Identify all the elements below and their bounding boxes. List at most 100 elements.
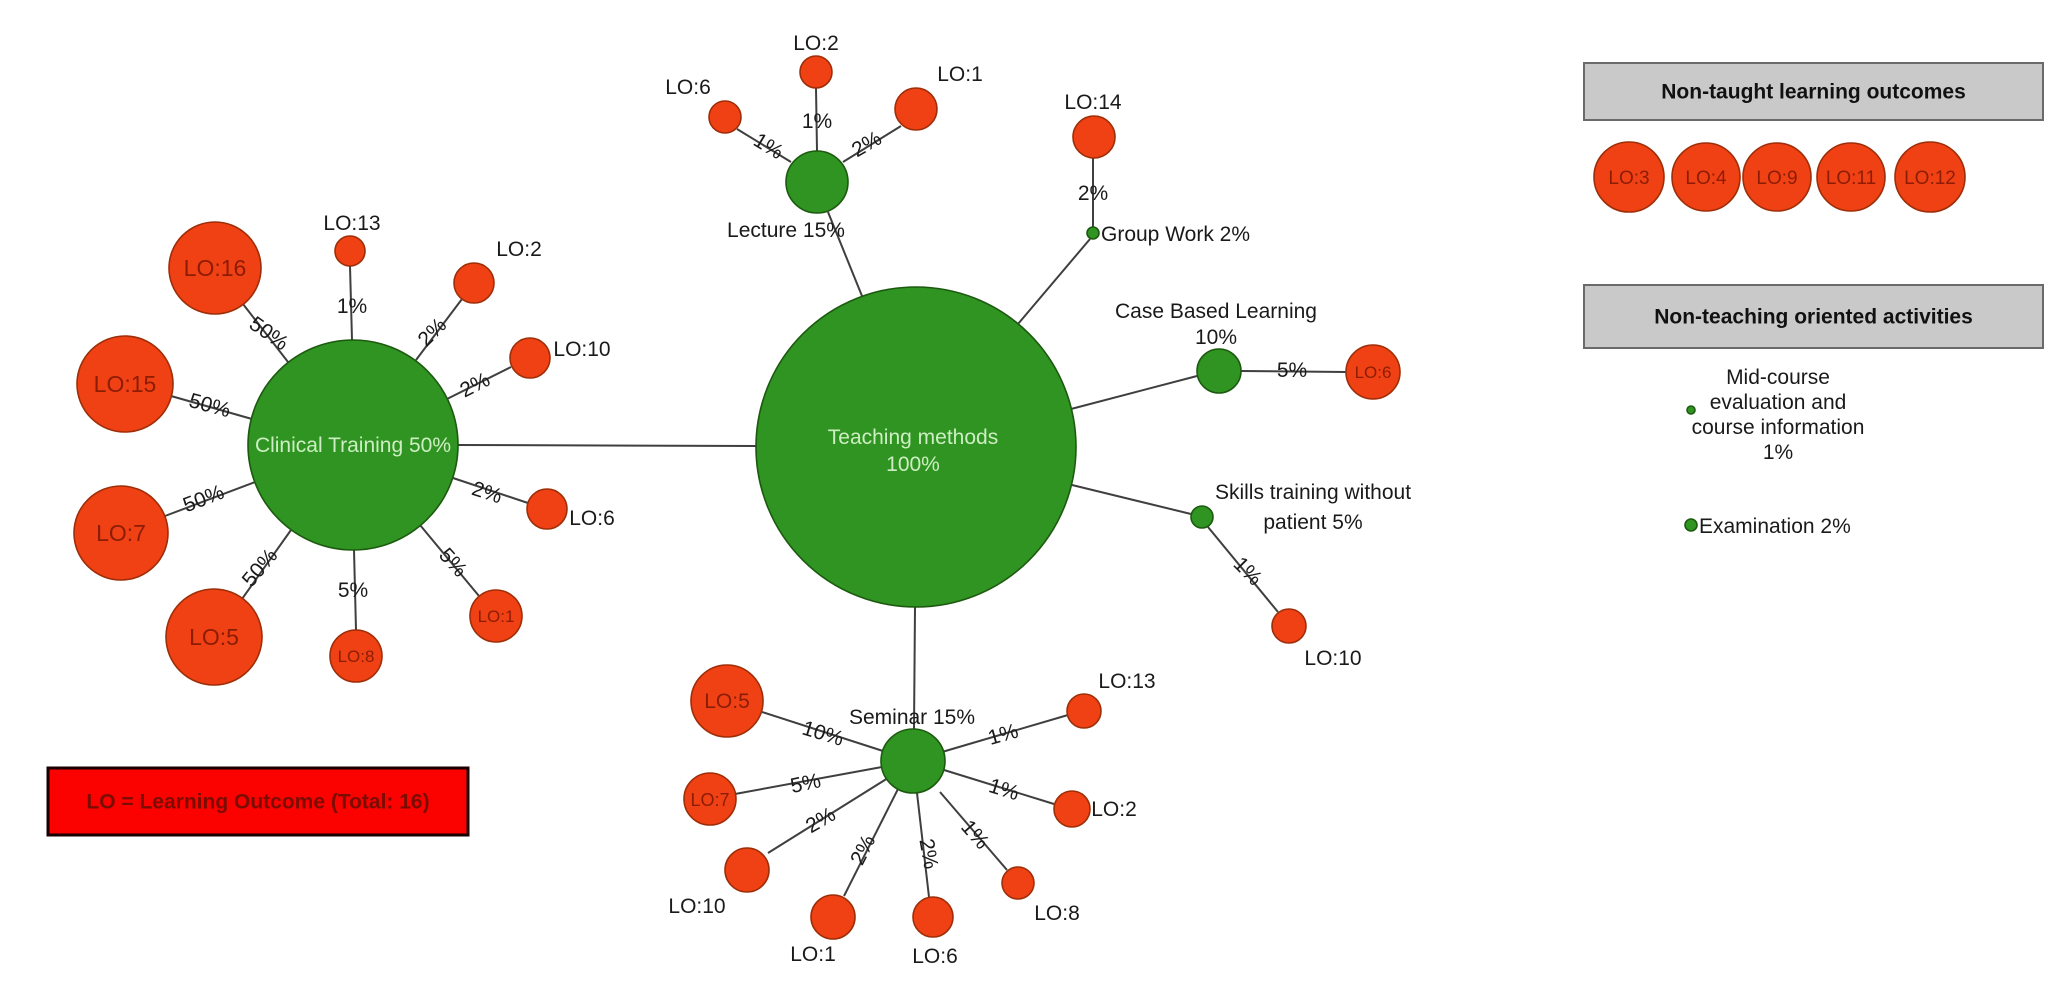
lecture-lo6-edge-label: 1% (749, 129, 787, 164)
seminar-lo10-edge (767, 777, 889, 854)
lecture-lo1-edge (842, 125, 902, 163)
clinical-lo13-label: LO:13 (323, 212, 380, 235)
non-taught-lo12-node (1894, 141, 1966, 213)
clinical-lo6-label: LO:6 (569, 507, 615, 530)
lecture-lo1-node (894, 87, 938, 131)
clinical-lo16-node (168, 221, 262, 315)
seminar-node (880, 728, 946, 794)
clinical-lo1-label: LO:1 (478, 607, 515, 626)
examination-node (1684, 518, 1698, 532)
seminar-lo5-node (690, 664, 764, 738)
lecture-lo2-edge-label: 1% (802, 110, 832, 133)
non-teaching-header-box (1583, 284, 2044, 349)
clinical-lo8-node (329, 629, 383, 683)
skills-lo10-label: LO:10 (1304, 647, 1361, 670)
seminar-lo7-label: LO:7 (690, 790, 729, 810)
lecture-node (785, 150, 849, 214)
clinical-lo10-label: LO:10 (553, 338, 610, 361)
seminar-lo2-node (1053, 790, 1091, 828)
lecture-lo6-edge (736, 128, 792, 163)
teaching-clinical (457, 444, 757, 447)
seminar-lo8-label: LO:8 (1034, 902, 1080, 925)
seminar-lo2-label: LO:2 (1091, 798, 1137, 821)
seminar-lo8-node (1001, 866, 1035, 900)
clinical-training-label: Clinical Training 50% (255, 434, 451, 457)
clinical-lo13-edge (349, 265, 353, 341)
seminar-lo1-edge-label: 2% (846, 831, 880, 868)
teaching-skills (1071, 484, 1192, 515)
mid-course-evaluation-label-3: 1% (1763, 441, 1793, 464)
non-taught-lo3-label: LO:3 (1608, 168, 1649, 189)
case-based-learning-label-0: Case Based Learning (1115, 300, 1317, 323)
group-work-lo14-edge-label: 2% (1078, 182, 1108, 205)
lecture-lo6-label: LO:6 (665, 76, 711, 99)
mid-course-evaluation-label-0: Mid-course (1726, 366, 1830, 389)
seminar-lo2-edge-label: 1% (986, 774, 1022, 805)
teaching-methods-node (755, 286, 1077, 608)
mid-course-evaluation-label-1: evaluation and (1710, 391, 1847, 414)
lecture-lo1-edge-label: 2% (848, 127, 886, 162)
clinical-lo10-node (509, 337, 551, 379)
seminar-label: Seminar 15% (849, 706, 975, 729)
clinical-lo8-edge-label: 5% (338, 579, 368, 602)
non-taught-lo9-node (1742, 142, 1812, 212)
clinical-lo6-edge-label: 2% (469, 477, 505, 508)
group-work-lo14-label: LO:14 (1064, 91, 1122, 114)
non-teaching-header-label: Non-teaching oriented activities (1654, 306, 1973, 329)
non-taught-lo4-label: LO:4 (1685, 168, 1727, 189)
clinical-lo1-edge (419, 524, 480, 597)
non-taught-lo4-node (1671, 142, 1741, 212)
teaching-seminar (913, 606, 916, 730)
clinical-lo7-label: LO:7 (96, 520, 146, 546)
clinical-lo6-edge (452, 477, 529, 504)
clinical-lo8-edge (353, 549, 357, 631)
group-work-lo14-node (1072, 115, 1116, 159)
teaching-cbl (1070, 375, 1198, 410)
non-taught-lo11-label: LO:11 (1826, 168, 1876, 189)
cbl-lo6-label: LO:6 (1355, 363, 1392, 382)
seminar-lo2-edge (943, 769, 1055, 805)
seminar-lo6-label: LO:6 (912, 945, 958, 968)
seminar-lo1-label: LO:1 (790, 943, 836, 966)
teaching-lecture (827, 211, 863, 297)
clinical-lo5-node (165, 588, 263, 686)
lo-definition-label: LO = Learning Outcome (Total: 16) (86, 791, 429, 814)
clinical-lo7-edge (164, 481, 256, 517)
clinical-lo13-edge-label: 1% (337, 295, 367, 318)
clinical-lo16-edge (242, 303, 289, 363)
mid-course-evaluation-node (1686, 405, 1696, 415)
seminar-lo6-edge-label: 2% (914, 837, 942, 871)
clinical-lo16-label: LO:16 (184, 255, 247, 281)
clinical-lo2-edge (415, 298, 463, 361)
case-based-learning-label-1: 10% (1195, 326, 1237, 349)
clinical-lo15-edge (170, 395, 253, 420)
seminar-lo7-node (683, 772, 737, 826)
lecture-lo2-node (799, 55, 833, 89)
clinical-lo16-edge-label: 50% (245, 312, 293, 355)
non-taught-header-box (1583, 62, 2044, 121)
seminar-lo10-node (724, 847, 770, 893)
clinical-lo10-edge (446, 366, 512, 400)
lecture-lo6-node (708, 100, 742, 134)
non-taught-lo11-node (1816, 142, 1886, 212)
group-work-label: Group Work 2% (1101, 223, 1250, 246)
clinical-lo1-node (469, 589, 523, 643)
clinical-lo6-node (526, 488, 568, 530)
seminar-lo6-edge (916, 792, 930, 898)
non-taught-header-label: Non-taught learning outcomes (1661, 81, 1966, 104)
seminar-lo7-edge-label: 5% (788, 769, 822, 798)
clinical-lo7-edge-label: 50% (180, 481, 227, 518)
clinical-lo5-edge (236, 529, 292, 607)
skills-training-label-1: patient 5% (1263, 511, 1362, 534)
clinical-lo5-label: LO:5 (189, 624, 239, 650)
cbl-lo6-edge-label: 5% (1277, 359, 1307, 382)
clinical-lo15-edge-label: 50% (186, 389, 233, 422)
lecture-lo2-label: LO:2 (793, 32, 839, 55)
group-work-node (1086, 226, 1100, 240)
skills-lo10-edge (1207, 526, 1279, 613)
cbl-lo6-node (1345, 344, 1401, 400)
teaching-group-work (1017, 238, 1091, 325)
lo-definition-box (46, 766, 470, 837)
lecture-label: Lecture 15% (727, 219, 845, 242)
